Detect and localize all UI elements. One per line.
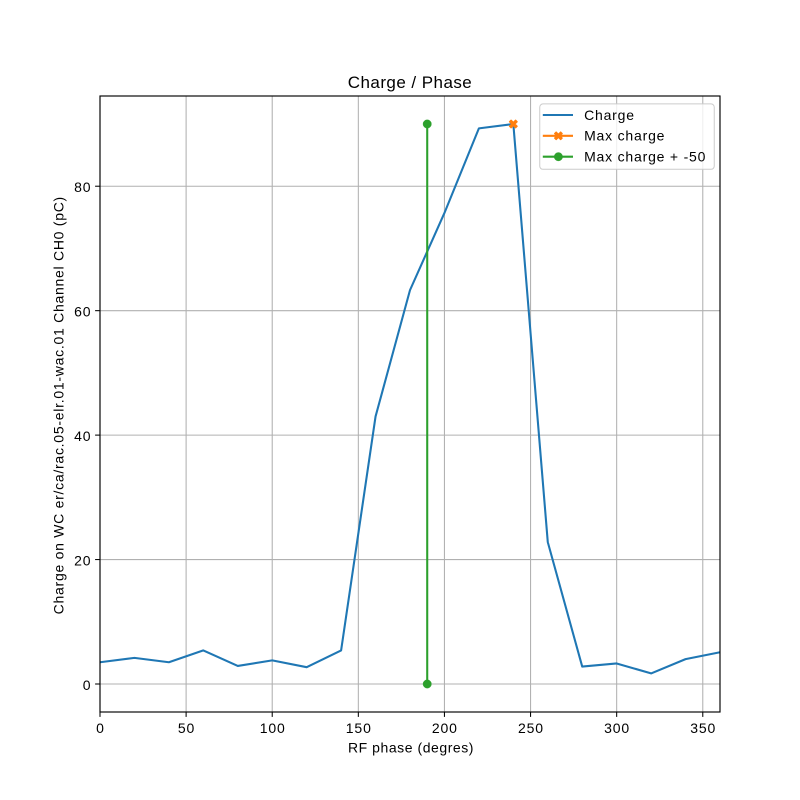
svg-text:Max charge: Max charge xyxy=(584,128,665,144)
svg-text:RF phase (degres): RF phase (degres) xyxy=(348,740,474,756)
svg-text:150: 150 xyxy=(346,720,372,736)
svg-text:Charge: Charge xyxy=(584,107,635,123)
svg-text:0: 0 xyxy=(83,677,92,693)
svg-text:60: 60 xyxy=(74,304,91,320)
svg-text:350: 350 xyxy=(690,720,716,736)
svg-text:100: 100 xyxy=(260,720,286,736)
svg-text:50: 50 xyxy=(178,720,195,736)
svg-text:200: 200 xyxy=(432,720,458,736)
svg-text:20: 20 xyxy=(74,552,91,568)
svg-text:80: 80 xyxy=(74,179,91,195)
svg-text:0: 0 xyxy=(96,720,105,736)
svg-text:Charge / Phase: Charge / Phase xyxy=(348,73,472,92)
svg-text:Charge on WC er/ca/rac.05-elr.: Charge on WC er/ca/rac.05-elr.01-wac.01 … xyxy=(51,196,67,614)
svg-text:250: 250 xyxy=(518,720,544,736)
svg-text:300: 300 xyxy=(604,720,630,736)
svg-text:Max charge + -50: Max charge + -50 xyxy=(584,149,706,165)
svg-text:40: 40 xyxy=(74,428,91,444)
